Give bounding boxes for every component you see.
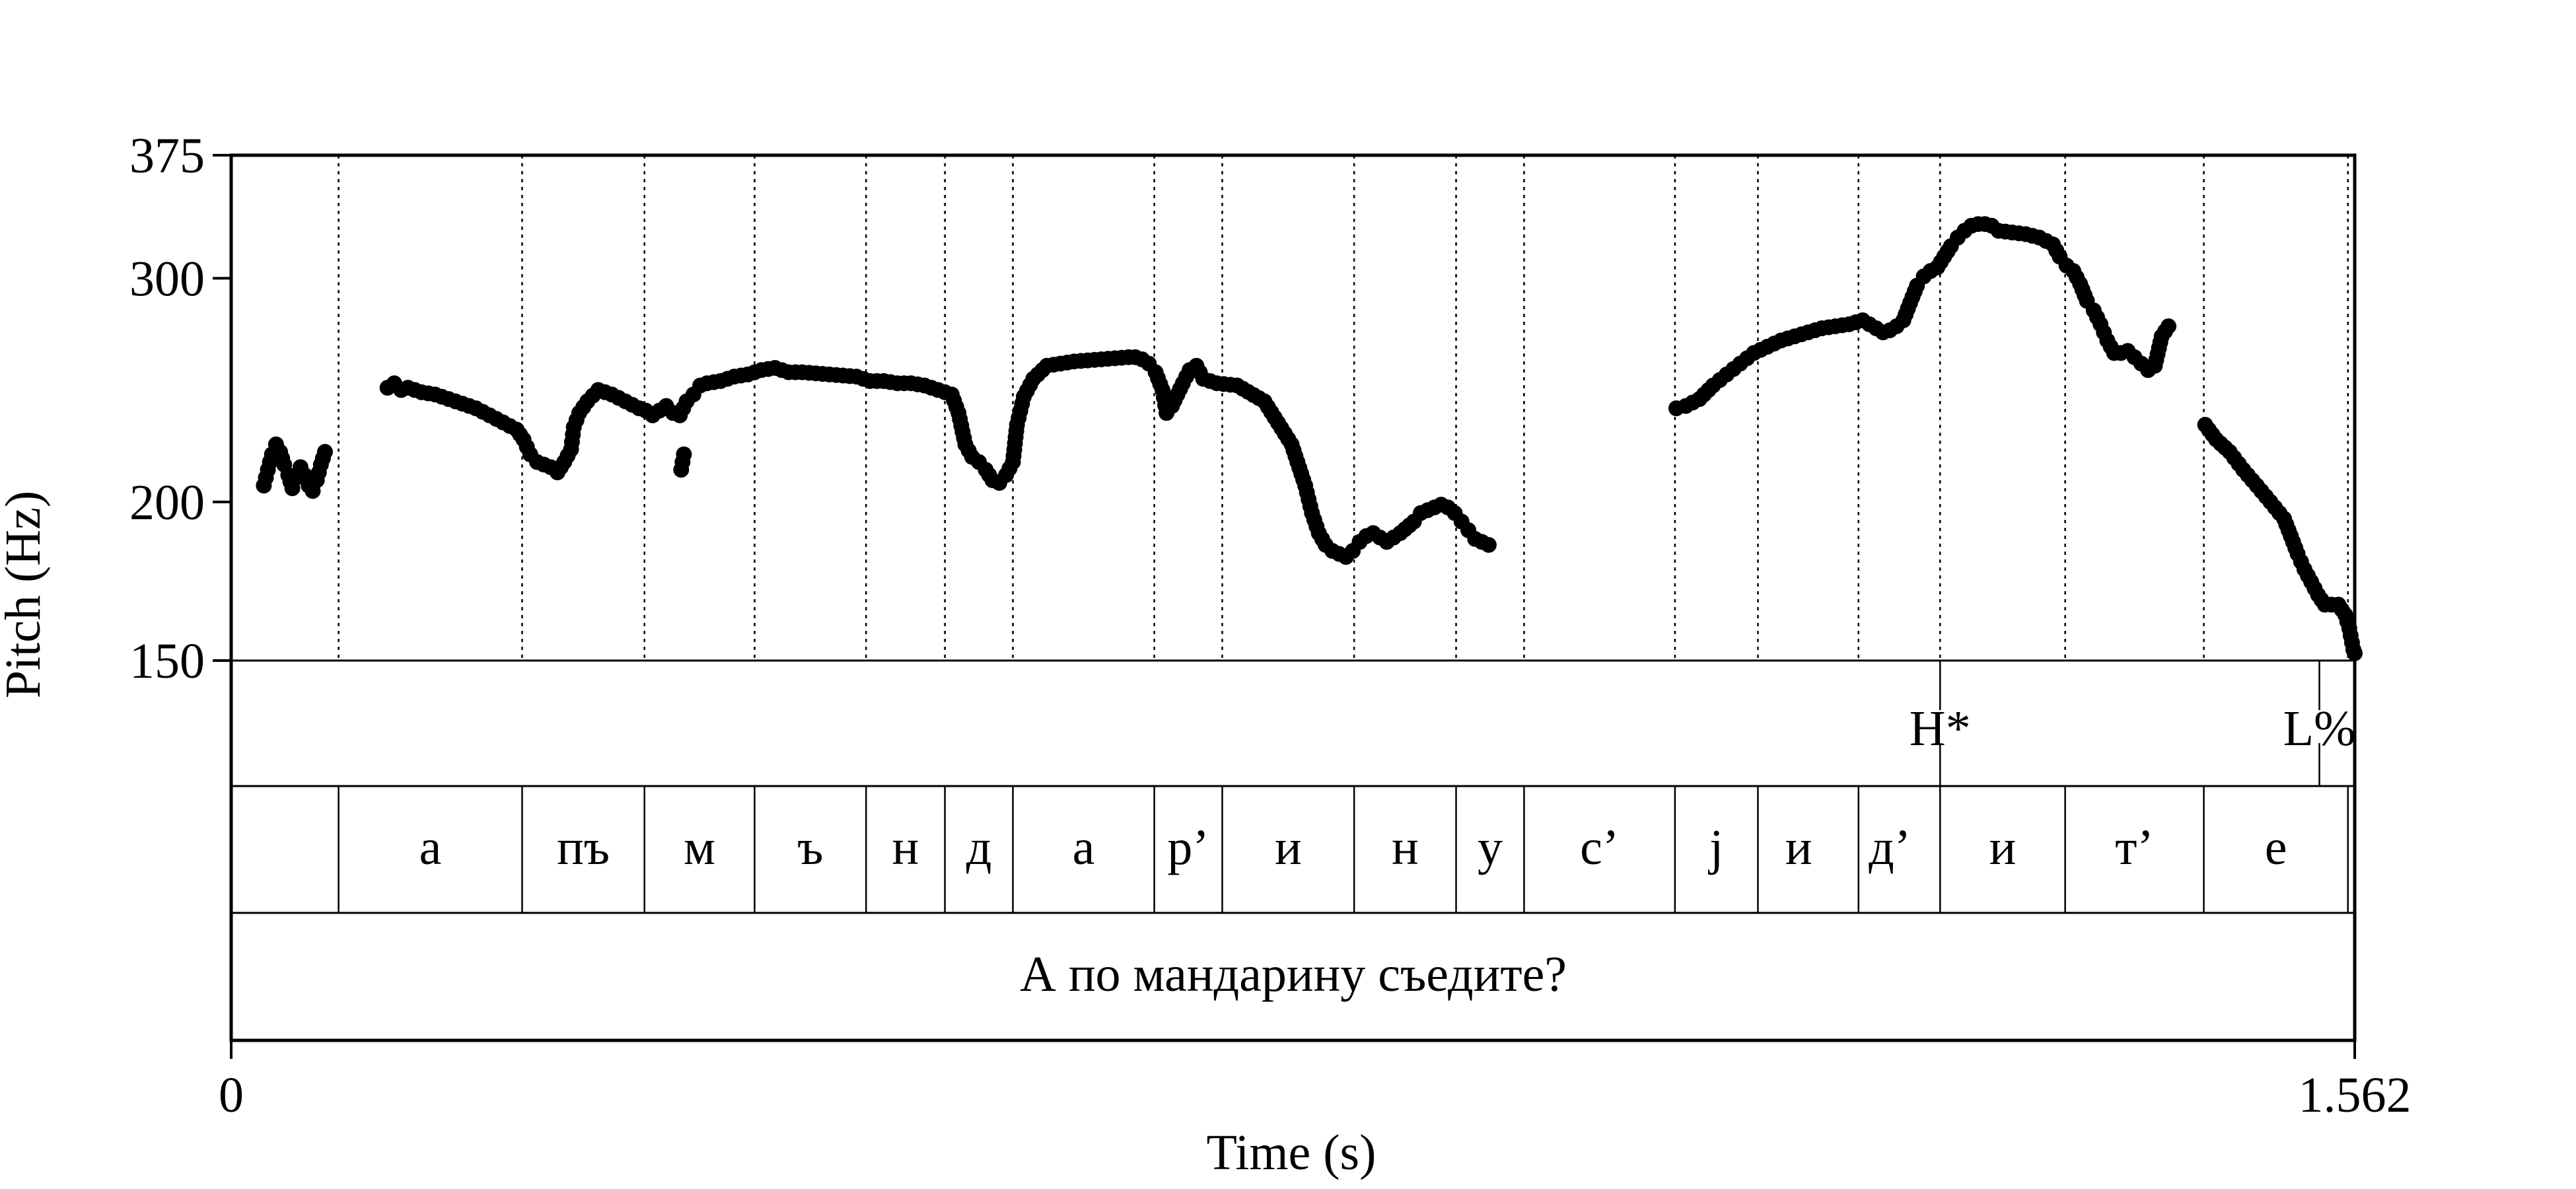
- segment-label: у: [1478, 820, 1503, 875]
- y-tick-label: 200: [129, 475, 205, 530]
- segment-label: а: [419, 820, 442, 875]
- pitch-point: [2347, 645, 2363, 661]
- segment-label: н: [892, 820, 919, 875]
- segment-label: р’: [1167, 820, 1209, 875]
- plot-frame: [229, 153, 2357, 1042]
- tone-label: H*: [1910, 701, 1971, 756]
- segment-label: j: [1707, 820, 1723, 875]
- segment-label: д: [966, 820, 992, 875]
- segment-label: и: [1989, 820, 2017, 875]
- y-tick-label: 375: [129, 128, 205, 184]
- segment-label: и: [1785, 820, 1812, 875]
- segment-label: т’: [2115, 820, 2154, 875]
- x-axis-label: Time (s): [1207, 1125, 1377, 1180]
- segment-label: д’: [1869, 820, 1911, 875]
- x-tick-label-start: 0: [219, 1067, 244, 1123]
- tone-label: L%: [2283, 701, 2356, 756]
- segment-label: пъ: [557, 820, 610, 875]
- segment-label: и: [1275, 820, 1302, 875]
- pitch-point: [1480, 536, 1497, 553]
- y-tick-label: 150: [129, 633, 205, 689]
- segment-label: ъ: [797, 820, 823, 875]
- segment-label: а: [1073, 820, 1095, 875]
- y-tick-label: 300: [129, 251, 205, 306]
- pitch-point: [676, 446, 692, 462]
- x-tick-label-end: 1.562: [2299, 1067, 2412, 1123]
- segment-label: н: [1392, 820, 1419, 875]
- segment-label: е: [2265, 820, 2287, 875]
- pitch-point: [317, 444, 334, 460]
- segment-label: м: [684, 820, 715, 875]
- y-axis-label: Pitch (Hz): [0, 491, 51, 698]
- segment-label: с’: [1580, 820, 1619, 875]
- sentence-label: А по мандарину съедите?: [1020, 947, 1567, 1002]
- pitch-point: [2161, 318, 2177, 334]
